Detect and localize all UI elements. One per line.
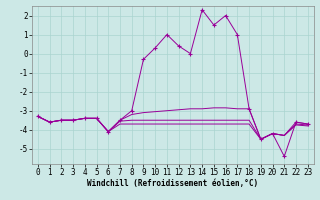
X-axis label: Windchill (Refroidissement éolien,°C): Windchill (Refroidissement éolien,°C) — [87, 179, 258, 188]
